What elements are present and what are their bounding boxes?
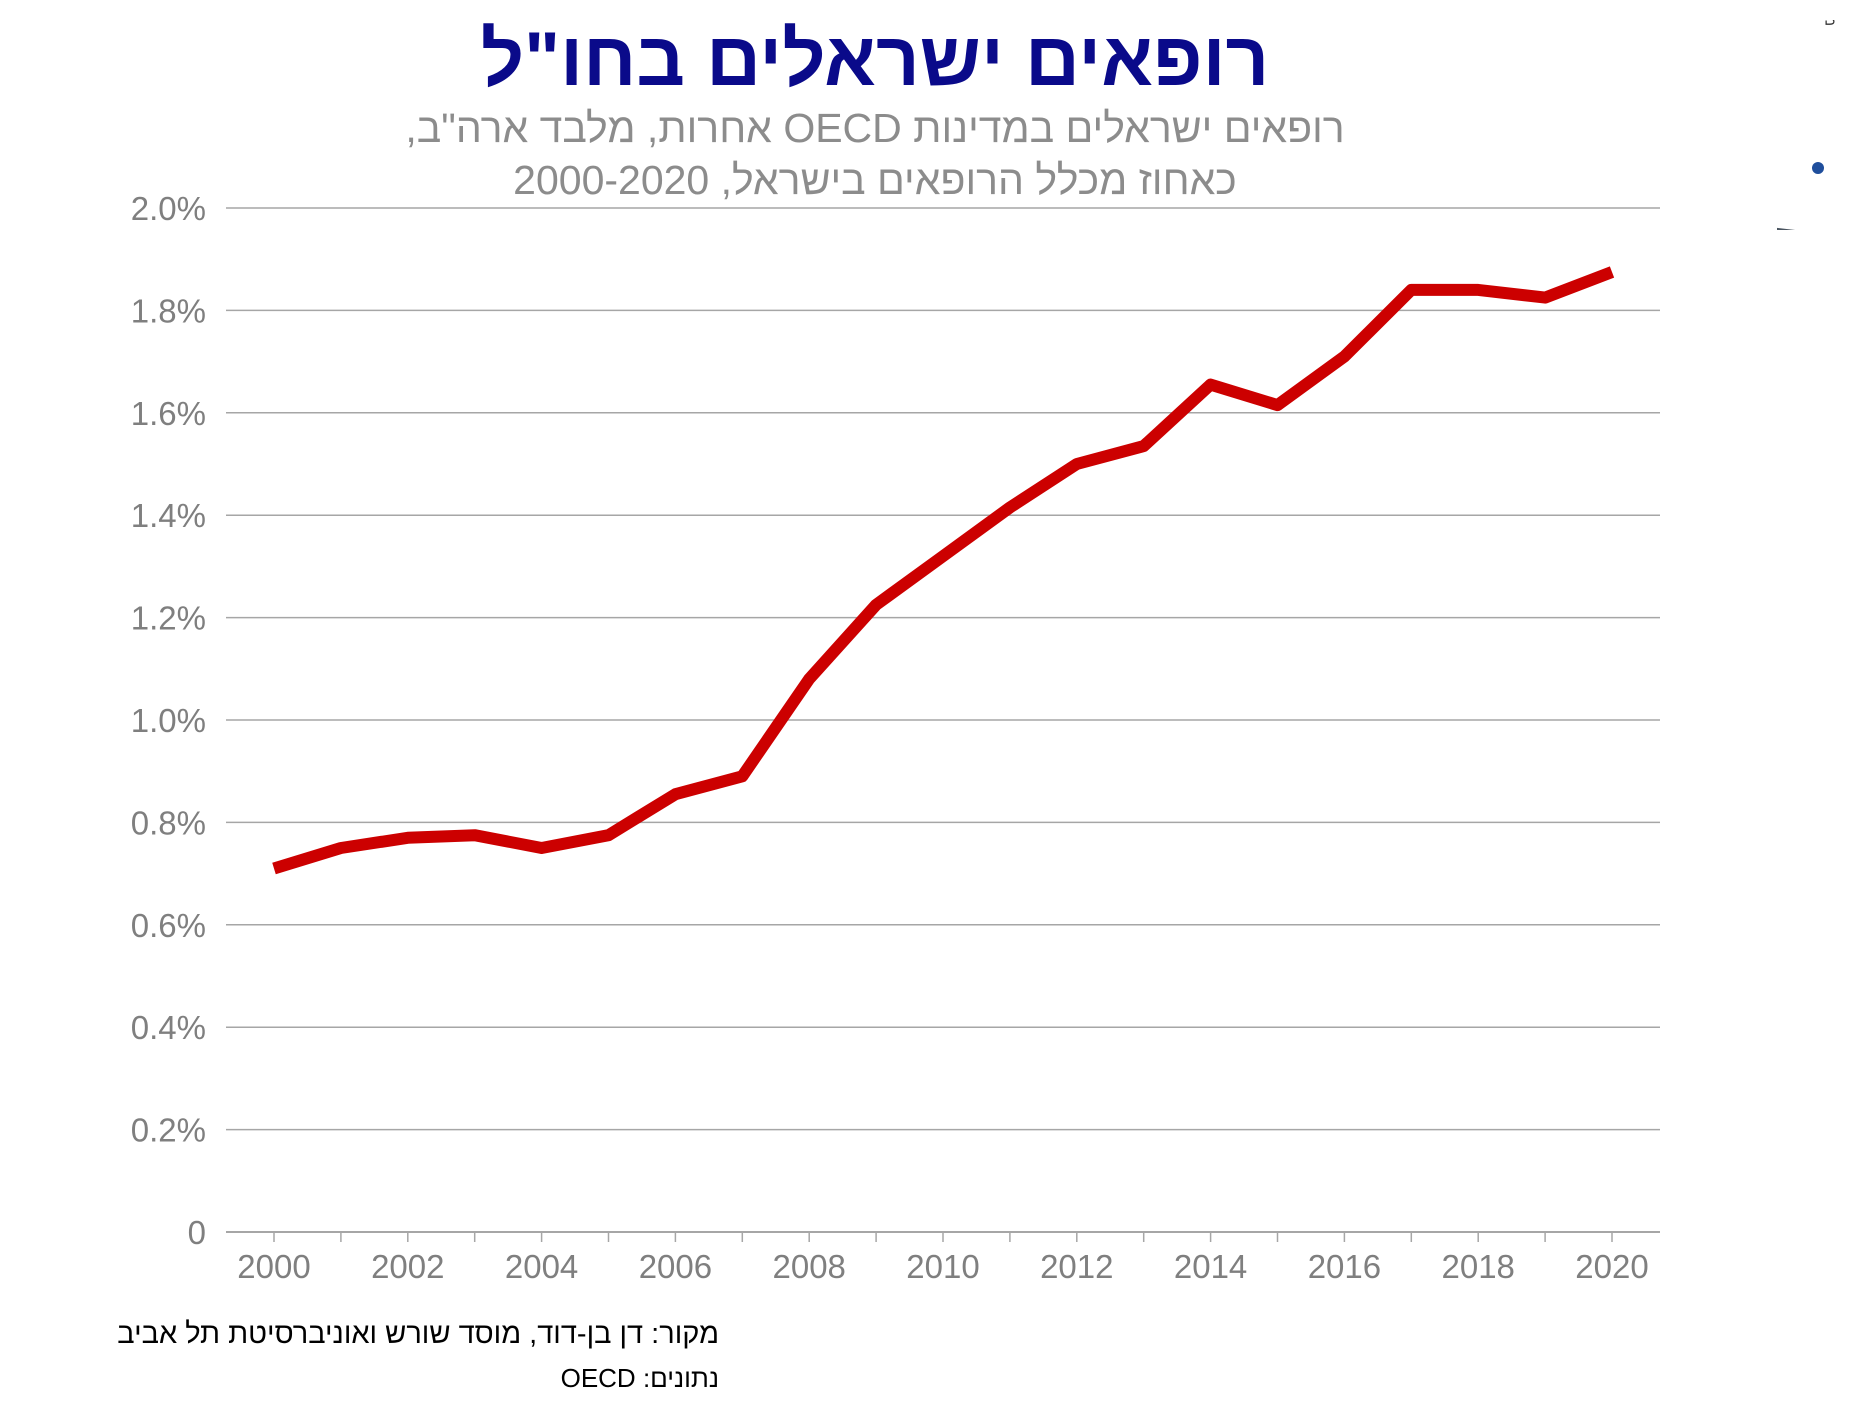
data-point	[1009, 507, 1011, 509]
x-axis: 2000 2002 2004 2006 2008 2010 2012 2014 2016 2018…	[226, 1231, 1660, 1285]
data-point	[942, 555, 944, 557]
data-point	[1544, 297, 1546, 299]
data-point	[541, 847, 543, 849]
y-axis-ticks: 0 0.2% 0.4% 0.6% 0.8% 1.0% 1.2% 1.4% 1.6% 1.8% 2.0…	[131, 190, 206, 1251]
data-point	[1143, 445, 1145, 447]
series-line	[272, 266, 1615, 875]
x-tick-label: 2002	[371, 1248, 444, 1285]
x-tick-label: 2016	[1308, 1248, 1381, 1285]
x-tick-label: 2010	[906, 1248, 979, 1285]
data-point	[875, 604, 877, 606]
y-tick-label: 0.2%	[131, 1112, 206, 1149]
y-tick-label: 0.6%	[131, 907, 206, 944]
x-tick-label: 2014	[1174, 1248, 1247, 1285]
x-tick-label: 2018	[1441, 1248, 1514, 1285]
chart-subtitle-line1: רופאים ישראלים במדינות OECD אחרות, מלבד …	[405, 105, 1345, 151]
x-tick-label: 2004	[505, 1248, 578, 1285]
shoresh-logo: מוסד לחקר כלכלי-חברתי שורש	[1755, 20, 1839, 230]
y-tick-label: 1.4%	[131, 497, 206, 534]
data-point	[1611, 271, 1613, 273]
logo-wordmark: שורש	[1755, 225, 1838, 230]
data-point	[808, 678, 810, 680]
gridlines	[226, 207, 1660, 1131]
series-layer	[272, 266, 1615, 875]
y-tick-label: 1.8%	[131, 292, 206, 329]
logo-dot	[1812, 162, 1824, 174]
y-tick-label: 0.4%	[131, 1009, 206, 1046]
data-point	[741, 775, 743, 777]
x-tick-label: 2008	[772, 1248, 845, 1285]
y-tick-label: 2.0%	[131, 190, 206, 227]
data-point	[407, 837, 409, 839]
chart-title: רופאים ישראלים בחו"ל	[480, 17, 1270, 102]
data-point	[1210, 384, 1212, 386]
x-tick-label: 2020	[1575, 1248, 1648, 1285]
y-tick-label: 1.6%	[131, 395, 206, 432]
x-tick-label: 2000	[237, 1248, 310, 1285]
chart-subtitle-line2: כאחוז מכלל הרופאים בישראל, 2000-2020	[513, 157, 1237, 203]
y-tick-label: 0	[188, 1214, 206, 1251]
y-tick-label: 1.0%	[131, 702, 206, 739]
x-tick-label: 2012	[1040, 1248, 1113, 1285]
data-point	[1076, 463, 1078, 465]
data-point	[674, 793, 676, 795]
data-point	[340, 847, 342, 849]
data-point	[1277, 404, 1279, 406]
data-source-note: נתונים: OECD	[560, 1363, 719, 1393]
source-note: מקור: דן בן-דוד, מוסד שורש ואוניברסיטת ת…	[117, 1318, 719, 1350]
data-point	[1477, 289, 1479, 291]
data-point	[1410, 289, 1412, 291]
y-tick-label: 0.8%	[131, 804, 206, 841]
logo-tagline: מוסד לחקר כלכלי-חברתי	[1822, 20, 1839, 26]
data-point	[1343, 355, 1345, 357]
data-point	[608, 834, 610, 836]
y-tick-label: 1.2%	[131, 600, 206, 637]
data-point	[474, 834, 476, 836]
data-point	[273, 867, 275, 869]
x-tick-label: 2006	[639, 1248, 712, 1285]
